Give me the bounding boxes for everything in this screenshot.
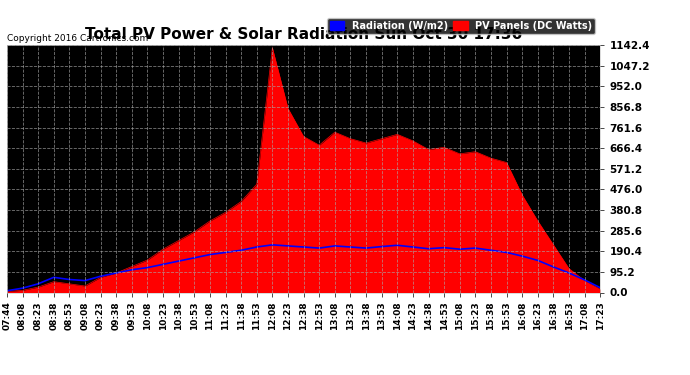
Text: Copyright 2016 Cartronics.com: Copyright 2016 Cartronics.com [7, 33, 148, 42]
Title: Total PV Power & Solar Radiation Sun Oct 30 17:36: Total PV Power & Solar Radiation Sun Oct… [85, 27, 522, 42]
Legend: Radiation (W/m2), PV Panels (DC Watts): Radiation (W/m2), PV Panels (DC Watts) [327, 18, 595, 33]
